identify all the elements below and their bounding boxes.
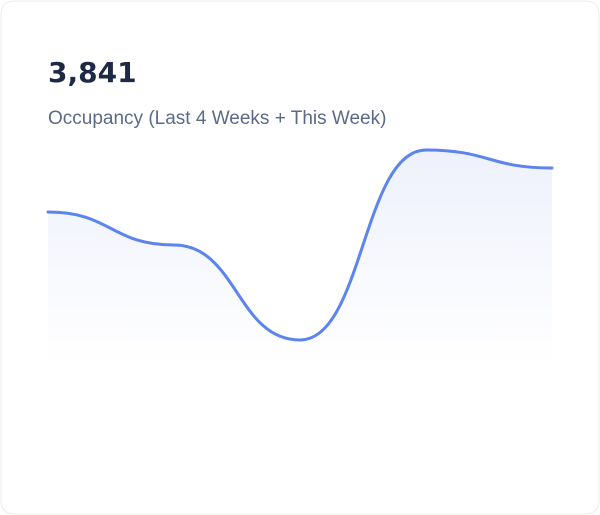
- subtitle: Occupancy (Last 4 Weeks + This Week): [48, 108, 386, 129]
- area-fill: [48, 150, 552, 365]
- headline-value: 3,841: [48, 56, 137, 89]
- line: [46, 148, 554, 342]
